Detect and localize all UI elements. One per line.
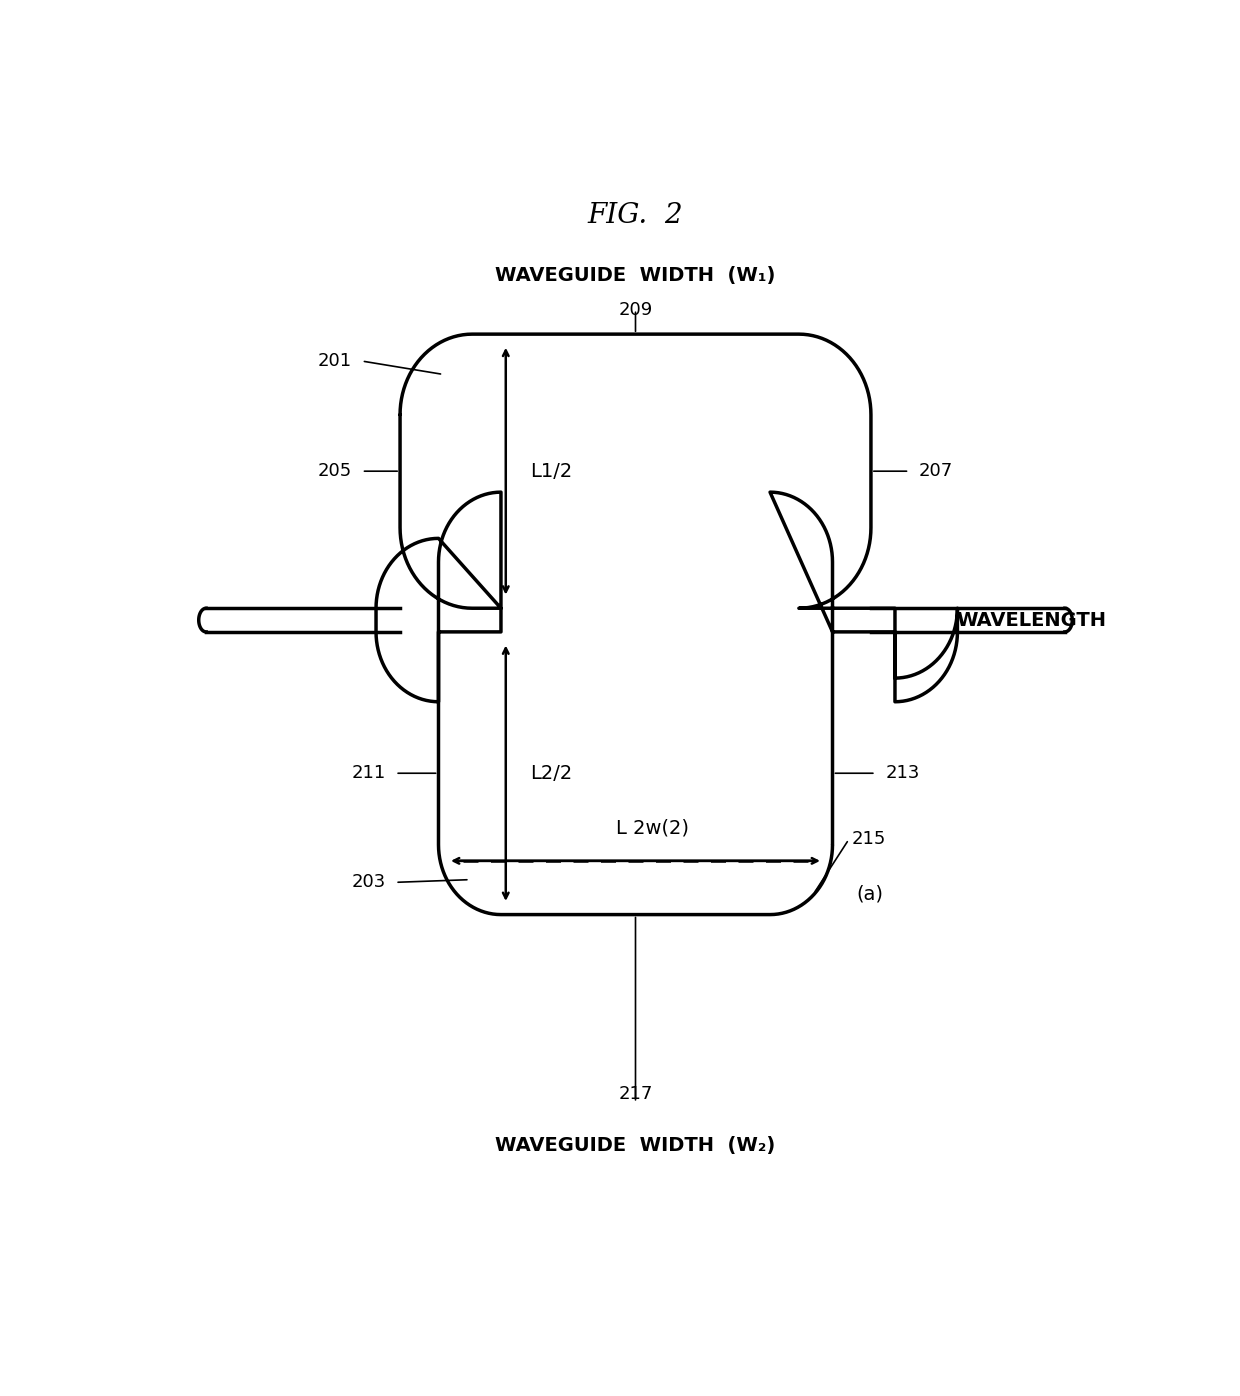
Text: 209: 209 <box>619 300 652 318</box>
Text: L 2w(2): L 2w(2) <box>616 818 689 838</box>
Text: WAVELENGTH: WAVELENGTH <box>956 610 1106 630</box>
Text: L2/2: L2/2 <box>529 764 572 783</box>
Text: WAVEGUIDE  WIDTH  (W₁): WAVEGUIDE WIDTH (W₁) <box>495 265 776 285</box>
Text: 211: 211 <box>351 764 386 782</box>
Text: 215: 215 <box>852 831 887 849</box>
Text: 207: 207 <box>919 462 954 480</box>
Text: WAVEGUIDE  WIDTH  (W₂): WAVEGUIDE WIDTH (W₂) <box>495 1136 776 1156</box>
Text: FIG.  2: FIG. 2 <box>588 202 683 229</box>
Text: 201: 201 <box>317 352 352 370</box>
Text: 205: 205 <box>317 462 352 480</box>
Text: 213: 213 <box>885 764 920 782</box>
Text: (a): (a) <box>857 885 884 903</box>
Text: 203: 203 <box>351 874 386 891</box>
Text: 217: 217 <box>619 1085 652 1103</box>
Text: L1/2: L1/2 <box>529 462 572 480</box>
